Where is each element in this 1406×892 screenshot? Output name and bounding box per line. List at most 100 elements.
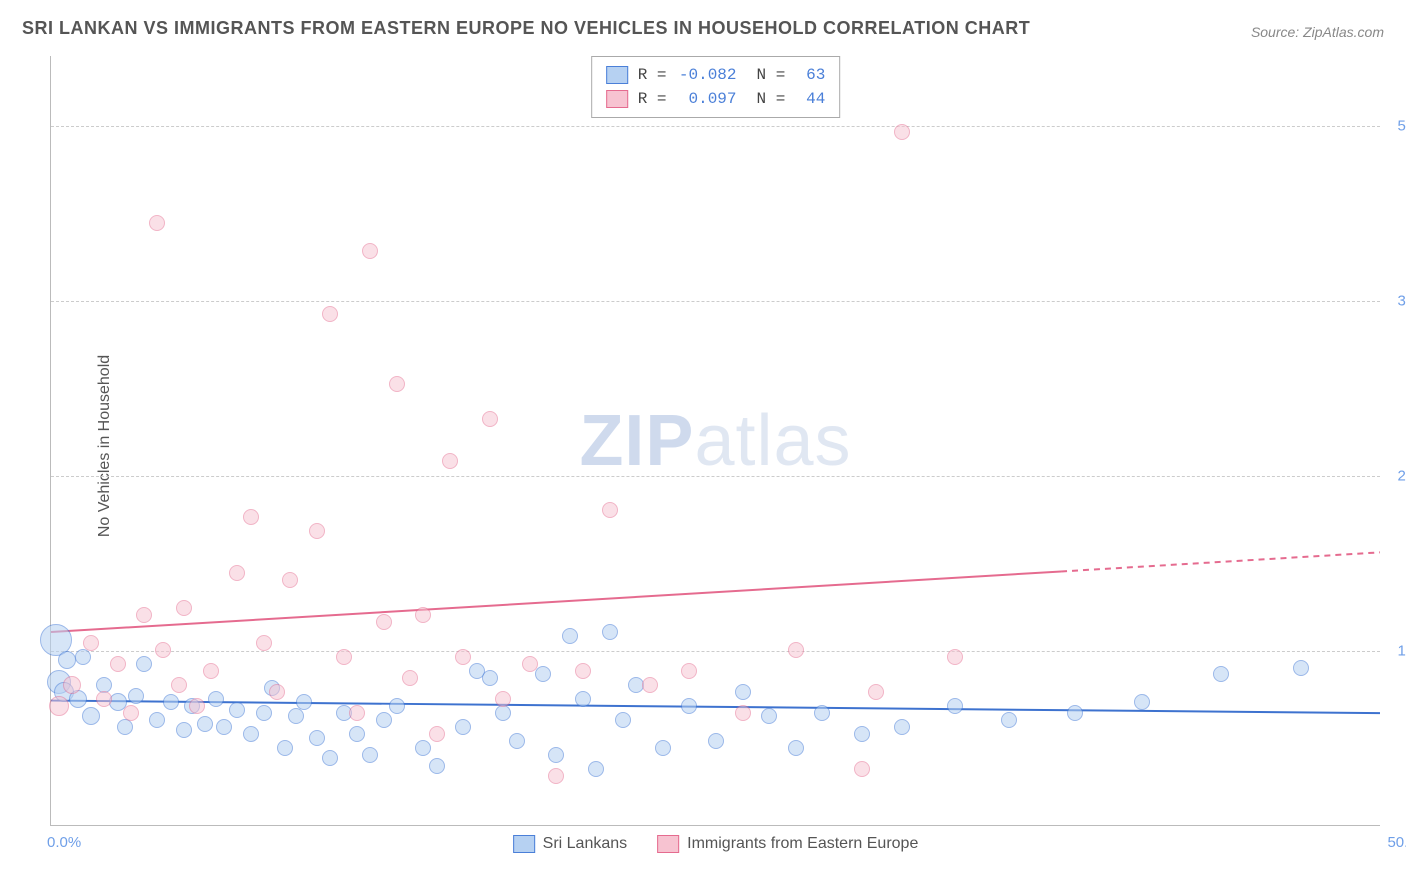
- data-point-sri: [349, 726, 365, 742]
- data-point-sri: [761, 708, 777, 724]
- x-tick-min: 0.0%: [47, 834, 81, 851]
- x-tick-max: 50.0%: [1387, 834, 1406, 851]
- stats-n-label: N =: [757, 87, 786, 111]
- y-tick-label: 25.0%: [1385, 468, 1406, 485]
- data-point-sri: [548, 747, 564, 763]
- data-point-sri: [814, 705, 830, 721]
- data-point-ee: [49, 696, 69, 716]
- data-point-sri: [128, 688, 144, 704]
- data-point-ee: [788, 642, 804, 658]
- data-point-sri: [296, 694, 312, 710]
- data-point-ee: [681, 663, 697, 679]
- data-point-sri: [1134, 694, 1150, 710]
- stats-r-value: 0.097: [677, 87, 737, 111]
- data-point-sri: [58, 651, 76, 669]
- chart-container: SRI LANKAN VS IMMIGRANTS FROM EASTERN EU…: [0, 0, 1406, 892]
- data-point-sri: [415, 740, 431, 756]
- stats-r-value: -0.082: [677, 63, 737, 87]
- data-point-sri: [208, 691, 224, 707]
- data-point-ee: [269, 684, 285, 700]
- data-point-ee: [243, 509, 259, 525]
- gridline: [51, 476, 1380, 477]
- data-point-sri: [216, 719, 232, 735]
- legend-item-sri: Sri Lankans: [513, 835, 628, 853]
- data-point-sri: [149, 712, 165, 728]
- data-point-ee: [309, 523, 325, 539]
- data-point-ee: [402, 670, 418, 686]
- stats-n-value: 63: [795, 63, 825, 87]
- data-point-ee: [203, 663, 219, 679]
- data-point-ee: [149, 215, 165, 231]
- data-point-ee: [854, 761, 870, 777]
- data-point-ee: [136, 607, 152, 623]
- source-label: Source:: [1251, 24, 1299, 40]
- data-point-ee: [171, 677, 187, 693]
- data-point-ee: [495, 691, 511, 707]
- data-point-ee: [455, 649, 471, 665]
- data-point-ee: [123, 705, 139, 721]
- data-point-sri: [117, 719, 133, 735]
- data-point-ee: [110, 656, 126, 672]
- data-point-sri: [854, 726, 870, 742]
- trendline-dashed-ee: [1061, 552, 1380, 571]
- data-point-sri: [615, 712, 631, 728]
- data-point-sri: [163, 694, 179, 710]
- data-point-sri: [1213, 666, 1229, 682]
- data-point-sri: [495, 705, 511, 721]
- data-point-sri: [535, 666, 551, 682]
- data-point-ee: [482, 411, 498, 427]
- data-point-sri: [708, 733, 724, 749]
- legend-swatch-ee: [657, 835, 679, 853]
- data-point-sri: [82, 707, 100, 725]
- trendline-sri: [51, 701, 1380, 714]
- data-point-ee: [155, 642, 171, 658]
- swatch-ee: [606, 90, 628, 108]
- swatch-sri: [606, 66, 628, 84]
- data-point-ee: [868, 684, 884, 700]
- data-point-ee: [642, 677, 658, 693]
- stats-r-label: R =: [638, 63, 667, 87]
- data-point-ee: [602, 502, 618, 518]
- data-point-sri: [894, 719, 910, 735]
- stats-n-label: N =: [757, 63, 786, 87]
- data-point-sri: [482, 670, 498, 686]
- data-point-ee: [63, 676, 81, 694]
- data-point-sri: [243, 726, 259, 742]
- data-point-sri: [947, 698, 963, 714]
- watermark-bold: ZIP: [579, 401, 694, 481]
- watermark-light: atlas: [694, 401, 851, 481]
- data-point-sri: [735, 684, 751, 700]
- data-point-sri: [376, 712, 392, 728]
- chart-title: SRI LANKAN VS IMMIGRANTS FROM EASTERN EU…: [22, 18, 1030, 39]
- legend-label: Sri Lankans: [543, 835, 628, 853]
- data-point-ee: [282, 572, 298, 588]
- data-point-ee: [442, 453, 458, 469]
- data-point-ee: [575, 663, 591, 679]
- data-point-sri: [602, 624, 618, 640]
- data-point-sri: [655, 740, 671, 756]
- data-point-ee: [389, 376, 405, 392]
- stats-n-value: 44: [795, 87, 825, 111]
- data-point-ee: [548, 768, 564, 784]
- data-point-ee: [735, 705, 751, 721]
- data-point-sri: [197, 716, 213, 732]
- data-point-ee: [176, 600, 192, 616]
- y-tick-label: 37.5%: [1385, 293, 1406, 310]
- data-point-sri: [788, 740, 804, 756]
- data-point-sri: [136, 656, 152, 672]
- data-point-sri: [509, 733, 525, 749]
- data-point-sri: [562, 628, 578, 644]
- data-point-sri: [1293, 660, 1309, 676]
- data-point-sri: [1001, 712, 1017, 728]
- gridline: [51, 651, 1380, 652]
- data-point-ee: [429, 726, 445, 742]
- trend-lines-svg: [51, 56, 1380, 825]
- plot-area: ZIPatlas R =-0.082N =63R =0.097N =44 0.0…: [50, 56, 1380, 826]
- data-point-ee: [336, 649, 352, 665]
- data-point-sri: [75, 649, 91, 665]
- source-value: ZipAtlas.com: [1303, 24, 1384, 40]
- data-point-ee: [522, 656, 538, 672]
- data-point-sri: [309, 730, 325, 746]
- gridline: [51, 126, 1380, 127]
- data-point-sri: [176, 722, 192, 738]
